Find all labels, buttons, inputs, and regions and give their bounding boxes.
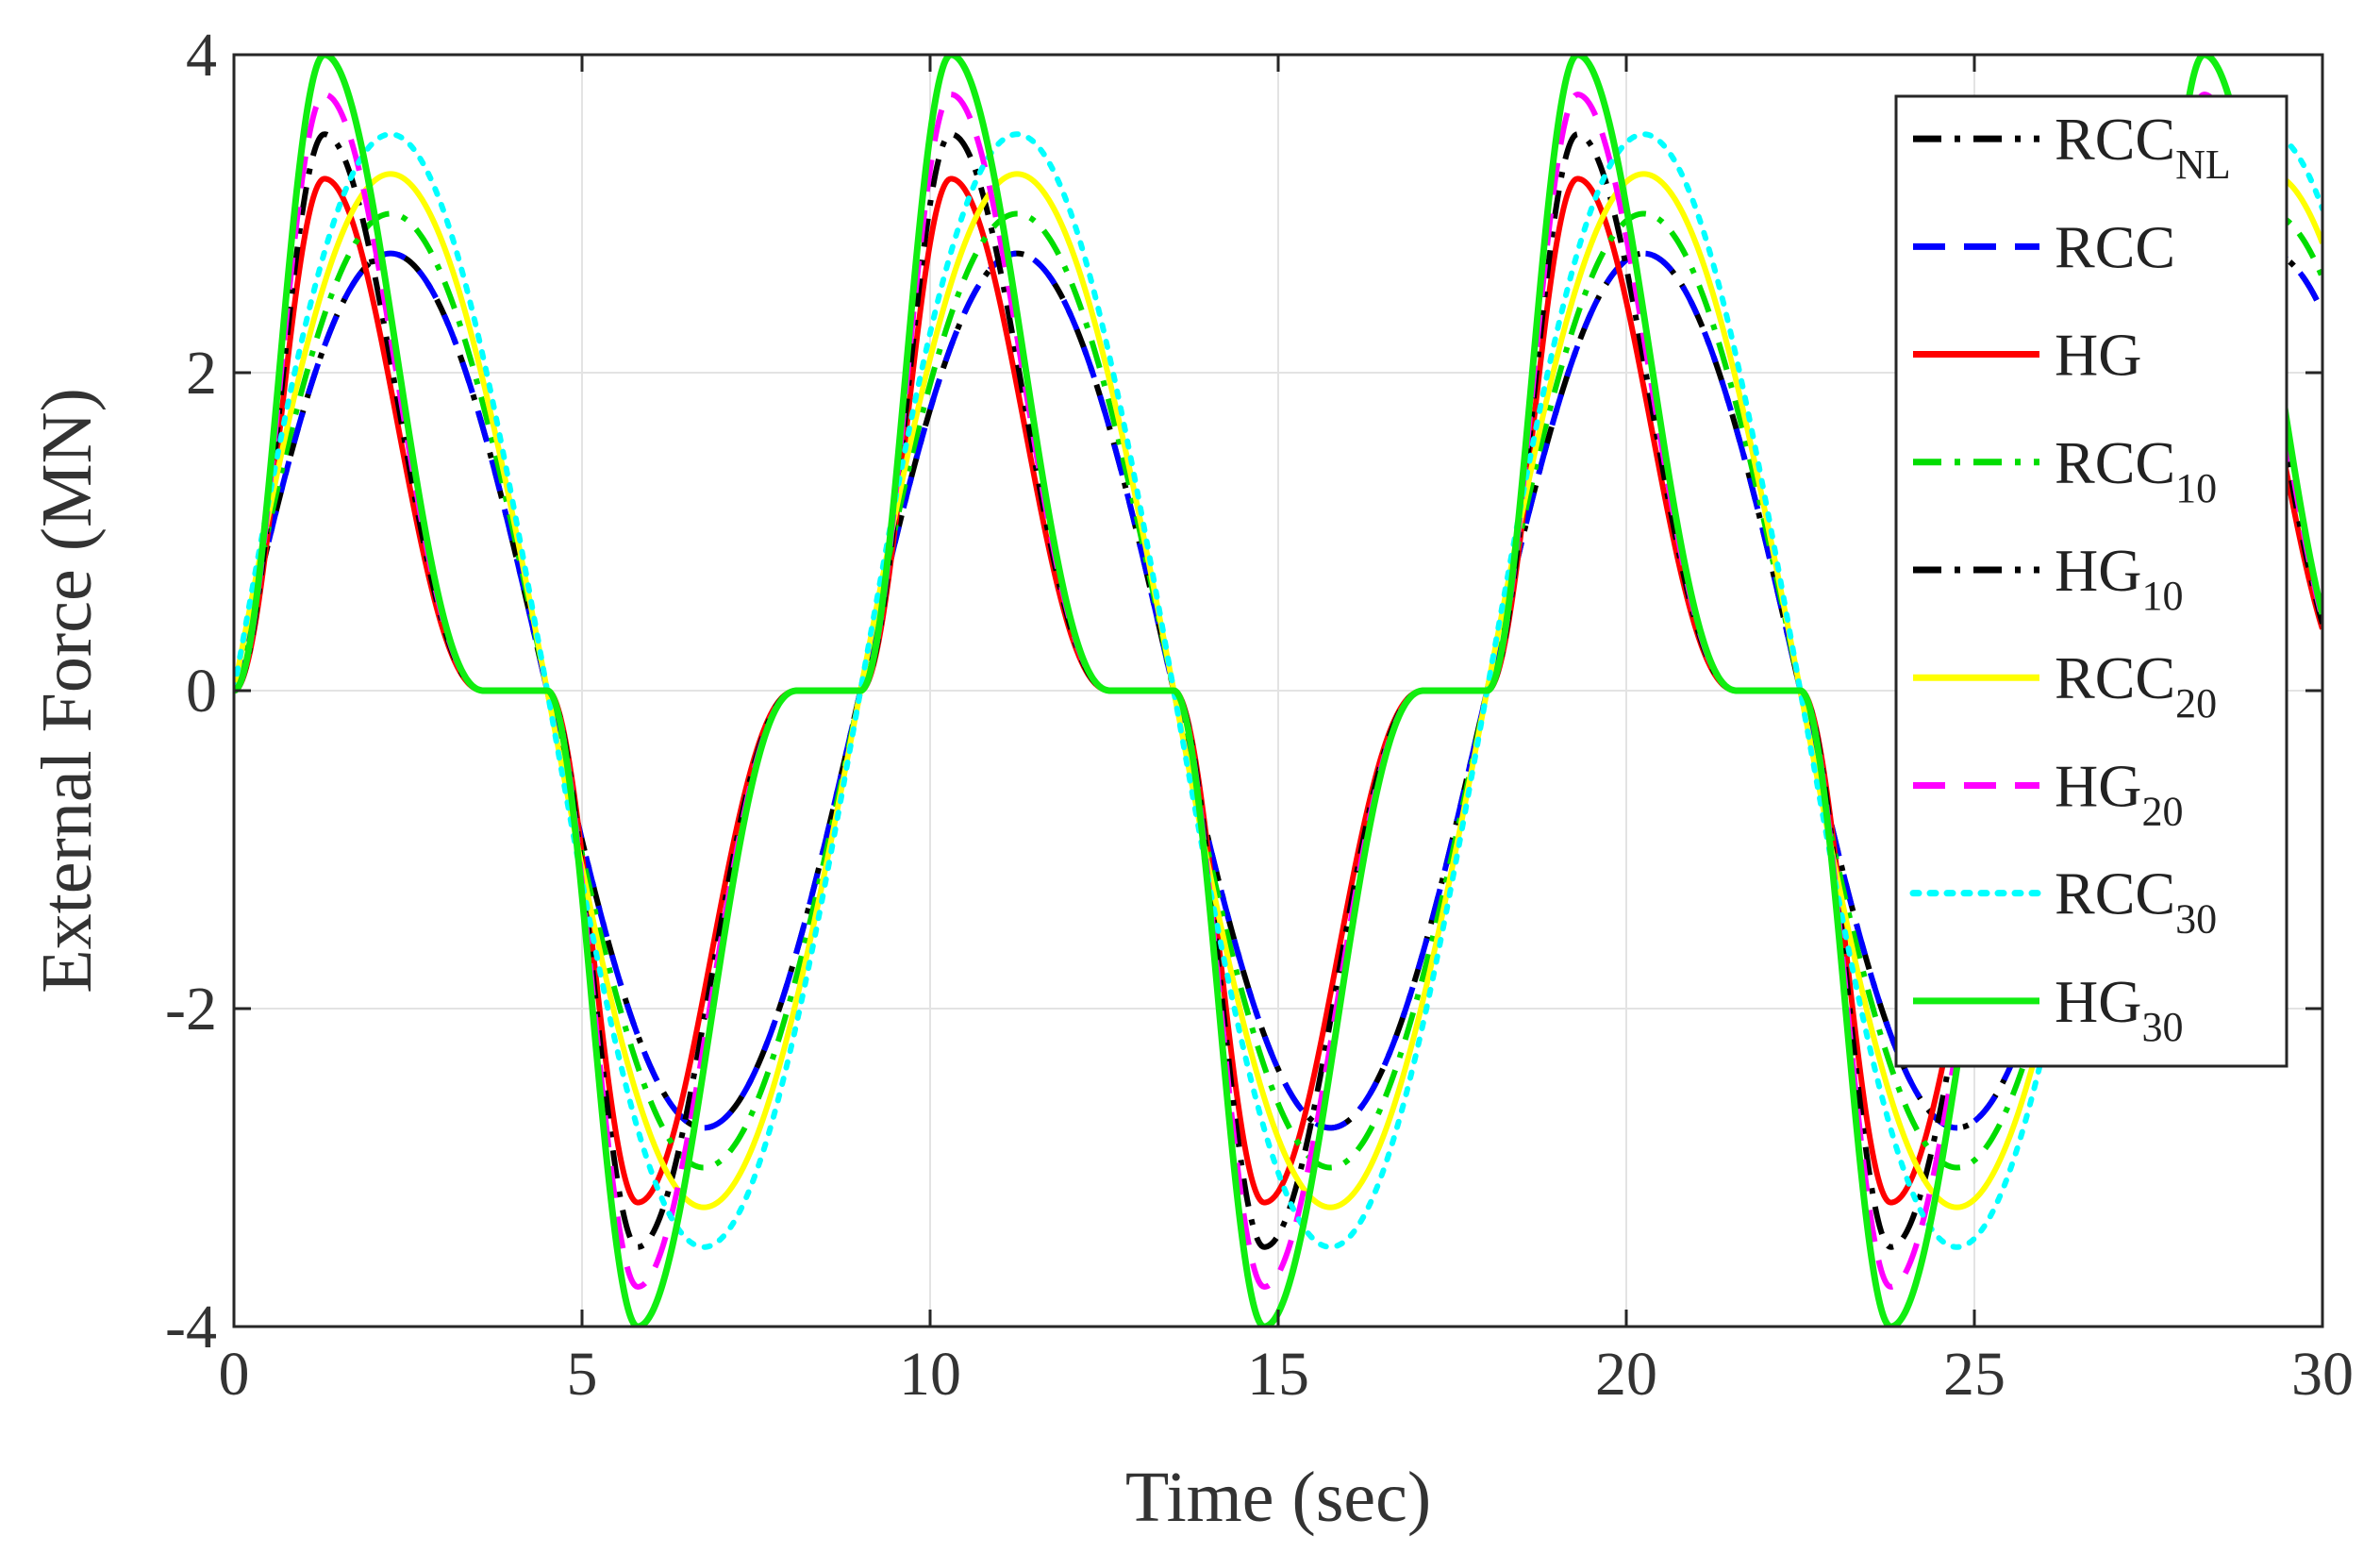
legend-label: RCC [2055,213,2175,280]
legend-label-subscript: 10 [2175,465,2217,511]
legend-label-name: RCC [2055,429,2175,496]
x-tick-label: 30 [2291,1340,2354,1409]
legend-label-subscript: NL [2175,142,2231,188]
legend-label: RCC20 [2055,644,2217,726]
y-tick-label: 4 [186,21,217,90]
legend-label: RCC10 [2055,429,2217,511]
legend-box [1894,94,2288,1068]
y-tick-label: -4 [165,1293,217,1361]
series-line-rcc30 [234,131,2322,1250]
y-tick-label: 0 [186,657,217,726]
axis-ticks: 0 5 10 15 20 25 30 -4 -2 0 2 4 [165,21,2354,1409]
legend-label-name: RCC [2055,106,2175,173]
legend-label: HG10 [2055,537,2183,619]
legend-label-subscript: 30 [2175,896,2217,943]
legend-label: RCC30 [2055,860,2217,943]
legend-label-name: HG [2055,537,2141,604]
legend-label-subscript: 30 [2141,1004,2183,1050]
legend-label-name: RCC [2055,213,2175,280]
x-tick-label: 10 [899,1340,961,1409]
x-tick-label: 25 [1943,1340,2006,1409]
legend-label-name: HG [2055,968,2141,1035]
y-tick-label: -2 [165,975,217,1044]
legend-label-subscript: 10 [2141,573,2183,619]
legend-label: HG20 [2055,752,2183,834]
legend-label-name: HG [2055,322,2141,389]
legend-label-name: RCC [2055,860,2175,927]
legend-label-name: HG [2055,752,2141,819]
x-tick-label: 20 [1595,1340,1657,1409]
legend-label-subscript: 20 [2175,680,2217,726]
y-axis-label: External Force (MN) [27,388,107,994]
legend-label-subscript: 20 [2141,788,2183,834]
legend-label: RCCNL [2055,106,2231,188]
x-axis-label: Time (sec) [1125,1458,1431,1537]
x-tick-label: 0 [219,1340,250,1409]
x-tick-label: 5 [567,1340,598,1409]
x-tick-label: 15 [1247,1340,1309,1409]
y-tick-label: 2 [186,339,217,408]
legend-label: HG30 [2055,968,2183,1050]
legend-label-name: RCC [2055,644,2175,711]
legend-label: HG [2055,322,2141,389]
